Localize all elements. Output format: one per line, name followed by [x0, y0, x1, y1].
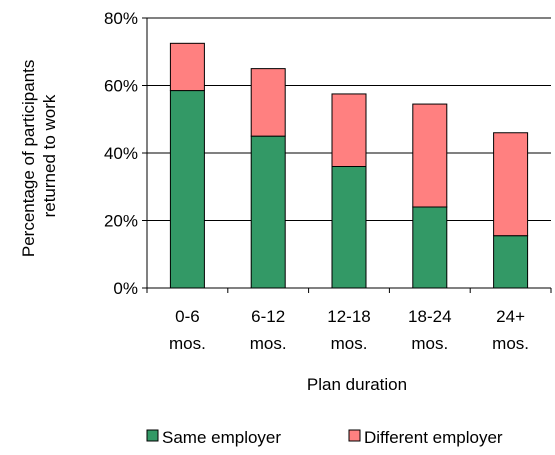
y-tick-label-60: 60%: [104, 77, 138, 96]
x-tick-label-0-line-0: 0-6: [175, 307, 200, 326]
legend-label-same-employer: Same employer: [162, 428, 281, 447]
x-tick-label-2-line-1: mos.: [331, 334, 368, 353]
x-tick-label-0: 0-6 mos.: [169, 307, 206, 353]
bar-same-employer-2: [331, 166, 367, 289]
x-tick-label-1: 6-12 mos.: [250, 307, 287, 353]
x-tick-label-3: 18-24 mos.: [408, 307, 451, 353]
bar-same-employer-0: [169, 90, 205, 289]
bar-different-employer-3: [412, 103, 448, 208]
x-tick-label-4-line-0: 24+: [496, 307, 525, 326]
legend-item-different-employer: Different employer: [348, 428, 503, 447]
x-tick-label-1-line-0: 6-12: [251, 307, 285, 326]
x-tick-label-4-line-1: mos.: [492, 334, 529, 353]
y-tick-label-80: 80%: [104, 9, 138, 28]
x-tick-label-2: 12-18 mos.: [327, 307, 370, 353]
bar-same-employer-4: [493, 235, 529, 289]
x-tick-label-3-line-1: mos.: [411, 334, 448, 353]
bar-different-employer-4: [493, 132, 529, 237]
legend-label-different-employer: Different employer: [364, 428, 503, 447]
y-axis-label: Percentage of participants returned to w…: [19, 55, 59, 257]
bar-different-employer-0: [169, 42, 205, 92]
x-tick-label-3-line-0: 18-24: [408, 307, 451, 326]
bars: [169, 42, 529, 289]
legend-item-same-employer: Same employer: [146, 428, 281, 447]
y-tick-label-20: 20%: [104, 212, 138, 231]
bar-different-employer-2: [331, 93, 367, 167]
bar-same-employer-1: [250, 135, 286, 289]
tick-labels: 0%20%40%60%80%0-6 mos.6-12 mos.12-18 mos.18…: [104, 9, 529, 353]
x-tick-label-1-line-1: mos.: [250, 334, 287, 353]
y-axis-label-line-2: returned to work: [40, 94, 59, 217]
bar-same-employer-3: [412, 206, 448, 289]
legend: Same employer Different employer: [146, 428, 503, 447]
x-axis-label: Plan duration: [307, 375, 407, 394]
x-tick-label-4: 24+ mos.: [492, 307, 529, 353]
y-tick-label-0: 0%: [113, 279, 138, 298]
legend-swatch-same-employer: [146, 429, 159, 442]
y-tick-label-40: 40%: [104, 144, 138, 163]
x-tick-label-0-line-1: mos.: [169, 334, 206, 353]
x-tick-label-2-line-0: 12-18: [327, 307, 370, 326]
y-axis-label-line-1: Percentage of participants: [19, 60, 38, 258]
legend-swatch-different-employer: [348, 429, 361, 442]
bar-different-employer-1: [250, 68, 286, 137]
